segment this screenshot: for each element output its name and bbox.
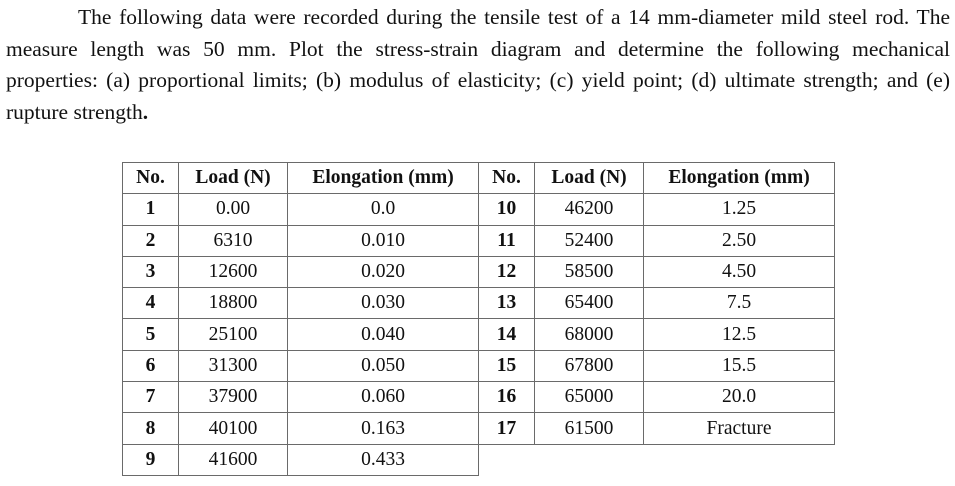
cell-elongation: 0.020 xyxy=(287,255,479,289)
cell-no: 1 xyxy=(122,193,179,226)
header-load-right: Load (N) xyxy=(534,161,644,195)
table-row: 4 18800 0.030 13 65400 7.5 xyxy=(122,287,835,320)
cell-load: 0.00 xyxy=(178,193,288,226)
cell-load: 12600 xyxy=(178,255,288,289)
cell-elongation: 15.5 xyxy=(643,349,835,383)
header-elongation-right: Elongation (mm) xyxy=(643,161,835,195)
cell-load: 25100 xyxy=(178,318,288,351)
cell-elongation: 0.040 xyxy=(287,318,479,351)
cell-load: 37900 xyxy=(178,381,288,414)
cell-load: 6310 xyxy=(178,224,288,257)
cell-elongation: 7.5 xyxy=(643,287,835,320)
cell-load: 61500 xyxy=(534,412,644,445)
cell-load: 68000 xyxy=(534,318,644,351)
cell-elongation: 0.163 xyxy=(287,412,479,445)
cell-no: 13 xyxy=(478,287,535,320)
empty-cell xyxy=(478,444,835,476)
cell-load: 65400 xyxy=(534,287,644,320)
header-load-left: Load (N) xyxy=(178,161,288,195)
cell-elongation: 2.50 xyxy=(643,224,835,257)
cell-load: 58500 xyxy=(534,255,644,289)
cell-elongation: 1.25 xyxy=(643,193,835,226)
table-header-row: No. Load (N) Elongation (mm) No. Load (N… xyxy=(122,161,835,195)
problem-statement: The following data were recorded during … xyxy=(6,2,950,128)
cell-elongation: 0.050 xyxy=(287,349,479,383)
cell-no: 3 xyxy=(122,255,179,289)
table-row: 2 6310 0.010 11 52400 2.50 xyxy=(122,224,835,257)
cell-no: 16 xyxy=(478,381,535,414)
cell-elongation: Fracture xyxy=(643,412,835,445)
problem-text: The following data were recorded during … xyxy=(6,5,950,124)
cell-no: 7 xyxy=(122,381,179,414)
cell-elongation: 4.50 xyxy=(643,255,835,289)
cell-no: 10 xyxy=(478,193,535,226)
header-no-right: No. xyxy=(478,161,535,195)
cell-no: 8 xyxy=(122,412,179,445)
cell-elongation: 0.0 xyxy=(287,193,479,226)
table-row: 1 0.00 0.0 10 46200 1.25 xyxy=(122,193,835,226)
cell-load: 40100 xyxy=(178,412,288,445)
cell-load: 31300 xyxy=(178,349,288,383)
cell-no: 9 xyxy=(122,443,179,476)
cell-no: 15 xyxy=(478,349,535,383)
cell-no: 14 xyxy=(478,318,535,351)
problem-end-period: . xyxy=(142,99,149,124)
cell-no: 12 xyxy=(478,255,535,289)
cell-load: 65000 xyxy=(534,381,644,414)
table-row: 3 12600 0.020 12 58500 4.50 xyxy=(122,255,835,289)
tensile-test-data-table: No. Load (N) Elongation (mm) No. Load (N… xyxy=(122,161,835,476)
cell-load: 18800 xyxy=(178,287,288,320)
cell-load: 41600 xyxy=(178,443,288,476)
table-row: 6 31300 0.050 15 67800 15.5 xyxy=(122,349,835,383)
cell-no: 4 xyxy=(122,287,179,320)
cell-load: 46200 xyxy=(534,193,644,226)
table-row: 9 41600 0.433 xyxy=(122,443,835,476)
cell-elongation: 12.5 xyxy=(643,318,835,351)
cell-elongation: 20.0 xyxy=(643,381,835,414)
cell-elongation: 0.060 xyxy=(287,381,479,414)
header-no-left: No. xyxy=(122,161,179,195)
table-row: 8 40100 0.163 17 61500 Fracture xyxy=(122,412,835,445)
table-row: 5 25100 0.040 14 68000 12.5 xyxy=(122,318,835,351)
cell-load: 67800 xyxy=(534,349,644,383)
header-elongation-left: Elongation (mm) xyxy=(287,161,479,195)
cell-no: 2 xyxy=(122,224,179,257)
cell-no: 5 xyxy=(122,318,179,351)
cell-elongation: 0.030 xyxy=(287,287,479,320)
cell-load: 52400 xyxy=(534,224,644,257)
table-row: 7 37900 0.060 16 65000 20.0 xyxy=(122,381,835,414)
cell-no: 11 xyxy=(478,224,535,257)
cell-no: 17 xyxy=(478,412,535,445)
cell-elongation: 0.010 xyxy=(287,224,479,257)
cell-no: 6 xyxy=(122,349,179,383)
cell-elongation: 0.433 xyxy=(287,443,479,476)
